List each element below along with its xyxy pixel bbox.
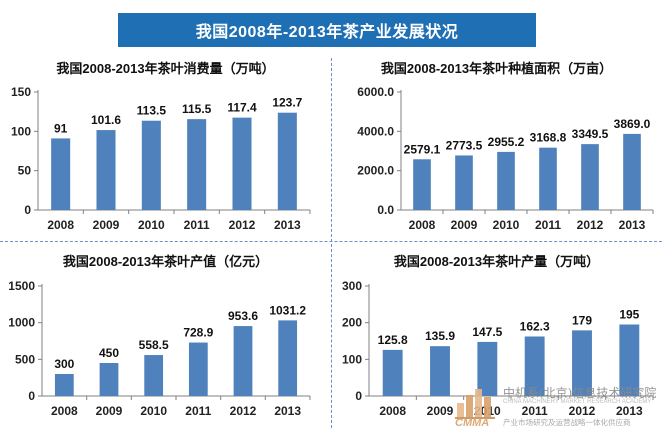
watermark-abbr: CMMA	[455, 417, 489, 429]
data-label-2008: 91	[54, 121, 68, 135]
y-tick-label: 50	[18, 164, 32, 178]
data-label-2012: 953.6	[228, 309, 258, 323]
data-label-2013: 123.7	[272, 96, 302, 110]
x-tick-label-2010: 2010	[140, 404, 167, 418]
bar-2013	[623, 134, 641, 210]
x-tick-label-2012: 2012	[229, 218, 256, 232]
y-tick-label: 0	[24, 203, 31, 217]
x-tick-label-2013: 2013	[619, 218, 646, 232]
cmma-watermark: CMMA 中机系(北京)信息技术研究院 CHINA MACHINERY MARK…	[453, 383, 658, 431]
data-label-2013: 1031.2	[269, 303, 306, 317]
page-title-banner: 我国2008年-2013年茶产业发展状况	[118, 13, 536, 47]
bar-2011	[189, 343, 208, 396]
bar-2008	[383, 350, 403, 396]
bar-2009	[100, 363, 119, 396]
y-tick-label: 150	[11, 85, 31, 99]
data-label-2008: 125.8	[378, 333, 408, 347]
x-tick-label-2009: 2009	[93, 218, 120, 232]
data-label-2011: 162.3	[520, 319, 550, 333]
bar-2009	[96, 130, 115, 210]
bar-2013	[278, 320, 297, 396]
bar-2011	[187, 119, 206, 210]
y-tick-label: 200	[342, 316, 362, 330]
chart-panel-output-value: 我国2008-2013年茶叶产值（亿元） 0 500 1000 1500 300 2008…	[0, 249, 331, 433]
y-tick-label: 1500	[8, 279, 35, 293]
bar-2012	[234, 326, 253, 396]
data-label-2011: 115.5	[182, 102, 212, 116]
watermark-english: CHINA MACHINERY MARKET RESEARCH ACADEMY	[503, 399, 651, 405]
bar-2012	[232, 118, 251, 210]
data-label-2009: 101.6	[91, 113, 121, 127]
bar-2008	[51, 138, 70, 210]
data-label-2008: 300	[54, 357, 74, 371]
x-tick-label-2008: 2008	[379, 404, 406, 418]
bar-2010	[142, 121, 161, 210]
chart-panel-planting-area: 我国2008-2013年茶叶种植面积（万亩） 0.0 2000.0 4000.0 60…	[331, 56, 662, 240]
x-tick-label-2008: 2008	[409, 218, 436, 232]
bar-2009	[455, 155, 473, 210]
data-label-2012: 179	[572, 313, 592, 327]
y-tick-label: 100	[11, 124, 31, 138]
y-tick-label: 100	[342, 352, 362, 366]
bar-chart-output-value: 0 500 1000 1500 300 2008 450 2009 558.5 2010 728.9…	[0, 249, 331, 433]
bar-2012	[581, 144, 599, 210]
data-label-2011: 3168.8	[530, 131, 567, 145]
x-tick-label-2011: 2011	[185, 404, 211, 418]
x-tick-label-2011: 2011	[184, 218, 210, 232]
x-tick-label-2009: 2009	[427, 404, 454, 418]
data-label-2011: 728.9	[183, 326, 213, 340]
data-label-2010: 147.5	[472, 325, 502, 339]
data-label-2009: 135.9	[425, 329, 455, 343]
data-label-2012: 3349.5	[572, 127, 609, 141]
y-tick-label: 300	[342, 279, 362, 293]
panel-divider-horizontal	[0, 241, 662, 242]
watermark-slogan: 产业市场研究及运营战略一体化供应商	[503, 417, 631, 428]
y-tick-label: 6000.0	[357, 85, 394, 99]
data-label-2013: 3869.0	[614, 117, 651, 131]
bar-2008	[55, 374, 74, 396]
bar-2013	[278, 113, 297, 210]
page-title: 我国2008年-2013年茶产业发展状况	[196, 18, 459, 42]
bar-2010	[497, 152, 515, 210]
y-tick-label: 0	[355, 389, 362, 403]
bar-2010	[144, 355, 163, 396]
bar-2008	[413, 159, 431, 210]
x-tick-label-2008: 2008	[47, 218, 74, 232]
x-tick-label-2012: 2012	[577, 218, 604, 232]
bar-chart-consumption: 0 50 100 150 91 2008 101.6 2009 113.5 2010 115.5 20…	[0, 56, 331, 240]
data-label-2008: 2579.1	[404, 142, 441, 156]
x-tick-label-2012: 2012	[230, 404, 257, 418]
chart-panel-consumption: 我国2008-2013年茶叶消费量（万吨） 0 50 100 150 91 2008 101…	[0, 56, 331, 240]
x-tick-label-2010: 2010	[493, 218, 520, 232]
x-tick-label-2013: 2013	[274, 218, 301, 232]
bar-2011	[539, 148, 557, 210]
y-tick-label: 2000.0	[357, 164, 394, 178]
y-tick-label: 1000	[8, 316, 35, 330]
x-tick-label-2009: 2009	[96, 404, 123, 418]
y-tick-label: 0.0	[377, 203, 394, 217]
y-tick-label: 0	[28, 389, 35, 403]
x-tick-label-2013: 2013	[274, 404, 301, 418]
y-tick-label: 4000.0	[357, 124, 394, 138]
data-label-2009: 450	[99, 346, 119, 360]
bar-2009	[430, 346, 450, 396]
bar-chart-planting-area: 0.0 2000.0 4000.0 6000.0 2579.1 2008 2773.5 200…	[331, 56, 662, 240]
data-label-2010: 113.5	[137, 104, 167, 118]
x-tick-label-2009: 2009	[451, 218, 478, 232]
x-tick-label-2008: 2008	[51, 404, 78, 418]
data-label-2010: 558.5	[139, 338, 169, 352]
x-tick-label-2011: 2011	[535, 218, 561, 232]
data-label-2010: 2955.2	[488, 135, 525, 149]
data-label-2009: 2773.5	[446, 138, 483, 152]
data-label-2012: 117.4	[227, 101, 257, 115]
x-tick-label-2010: 2010	[138, 218, 165, 232]
y-tick-label: 500	[15, 352, 35, 366]
data-label-2013: 195	[619, 308, 639, 322]
